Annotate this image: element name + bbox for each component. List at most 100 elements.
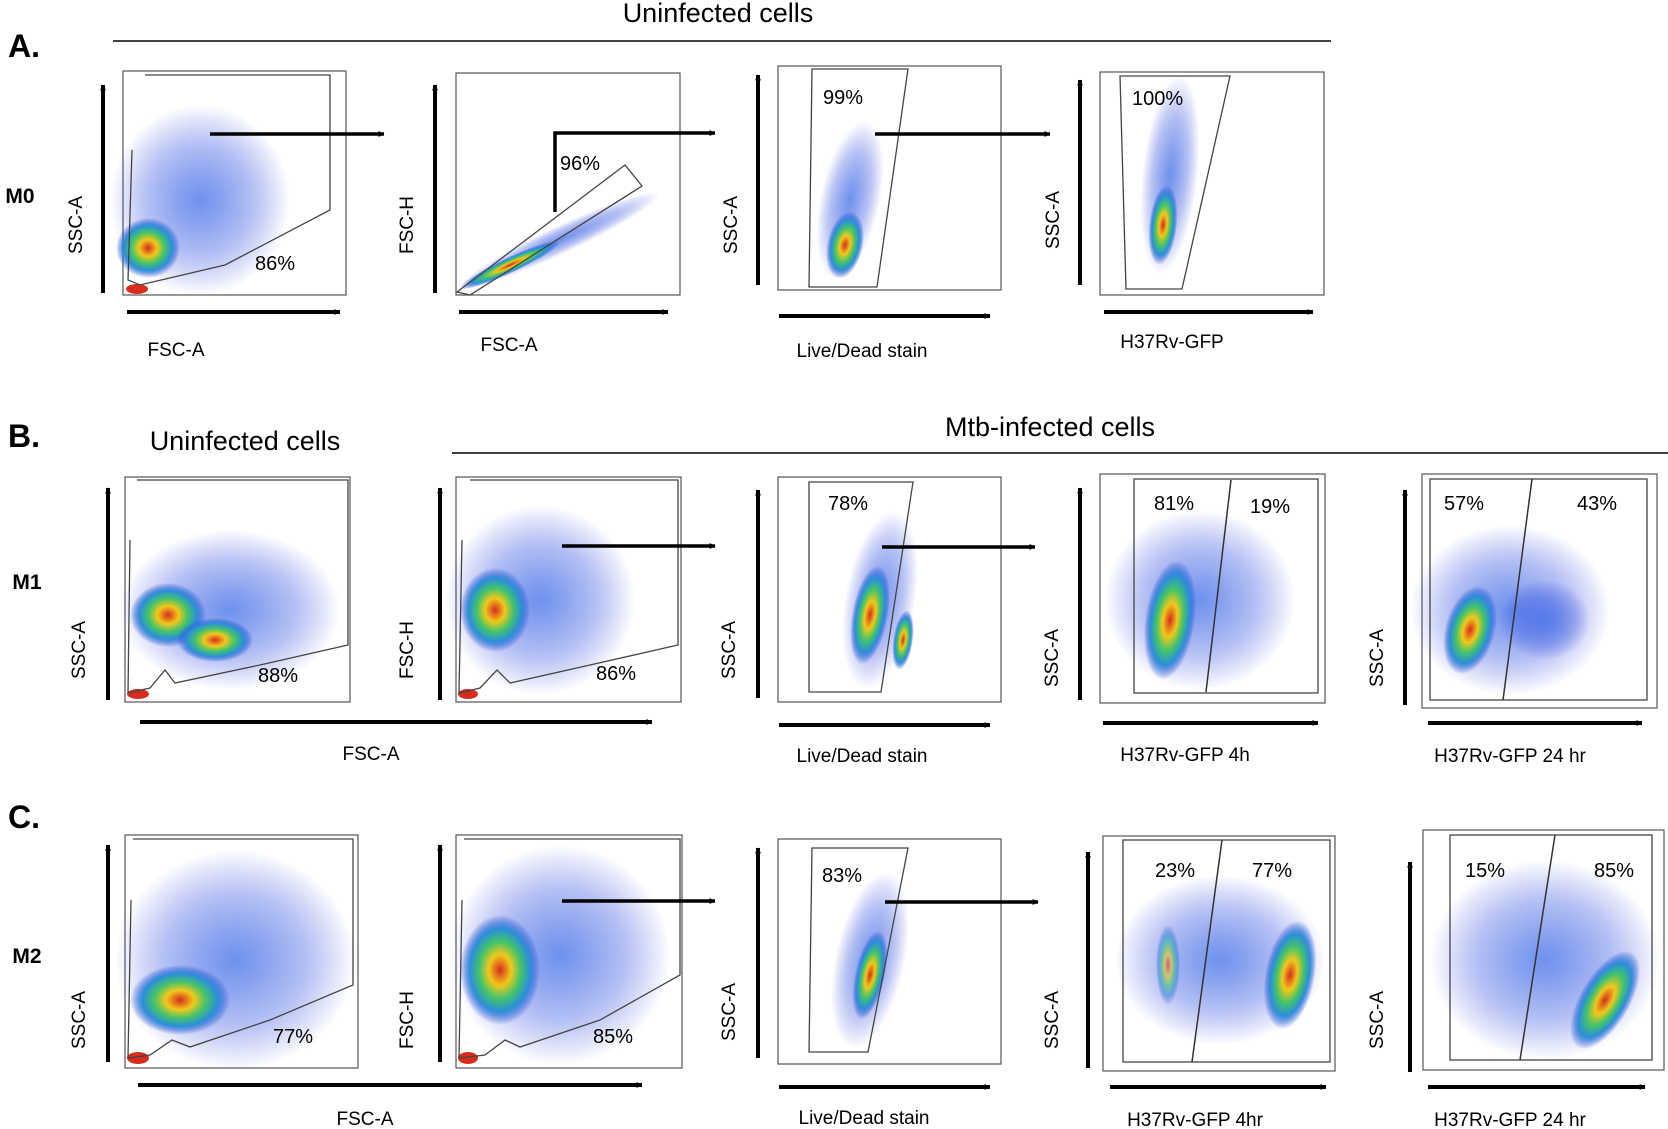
density-hotspot: [460, 240, 560, 290]
plot-c1: SSC-A FSC-A 77%: [69, 834, 643, 1129]
gate-percent-right: 19%: [1250, 496, 1290, 518]
y-axis-title: SSC-A: [69, 621, 90, 679]
section-title-uninfected-b: Uninfected cells: [150, 426, 341, 456]
x-axis-title: FSC-A: [148, 340, 205, 361]
plot-frame: [1102, 835, 1336, 1072]
y-axis-title: SSC-A: [1367, 629, 1388, 687]
y-axis-title: FSC-H: [397, 621, 418, 679]
y-axis-title: SSC-A: [1367, 991, 1388, 1049]
plot-b1: SSC-A FSC-A 88%: [69, 476, 653, 765]
y-axis-title: SSC-A: [1042, 629, 1063, 687]
density-hotspot: [116, 218, 180, 278]
gate-rect: [1122, 839, 1331, 1063]
density-hotspot: [1156, 925, 1180, 1005]
density-hotspot: [130, 965, 230, 1035]
event-cloud: [120, 530, 340, 690]
y-axis-title: SSC-A: [1042, 991, 1063, 1049]
x-axis-title: H37Rv-GFP 4h: [1120, 745, 1250, 766]
gate-polygon: [808, 481, 914, 693]
gate-polygon: [127, 838, 354, 1059]
plot-c4: SSC-A H37Rv-GFP 4hr 23% 77%: [1042, 835, 1336, 1129]
y-axis-title: SSC-A: [69, 991, 90, 1049]
gate-percent: 100%: [1132, 88, 1183, 110]
gate-divider: [1205, 479, 1232, 693]
plot-frame: [1099, 473, 1326, 704]
event-cloud: [115, 850, 355, 1070]
gate-polygon: [127, 74, 331, 286]
debris-cluster: [127, 1052, 149, 1064]
plot-frame: [1099, 71, 1325, 296]
gate-percent: 99%: [823, 87, 863, 109]
density-hotspot: [460, 568, 530, 652]
gate-polygon: [458, 838, 681, 1059]
plot-frame: [1422, 829, 1665, 1071]
plot-frame: [777, 838, 1002, 1065]
y-axis-title: SSC-A: [721, 196, 742, 254]
debris-cluster: [126, 284, 148, 294]
gate-divider: [1519, 834, 1556, 1061]
density-hotspot: [460, 915, 540, 1025]
gate-polygon: [808, 847, 909, 1053]
density-hotspot: [850, 565, 890, 665]
gate-percent-left: 15%: [1465, 860, 1505, 882]
plot-b5: SSC-A H37Rv-GFP 24 hr 57% 43%: [1367, 473, 1658, 767]
gate-rect: [1133, 478, 1319, 694]
plot-c3: SSC-A Live/Dead stain 83%: [719, 838, 1039, 1129]
x-axis-title: H37Rv-GFP 24 hr: [1434, 1110, 1586, 1129]
y-axis-title: SSC-A: [1043, 191, 1064, 249]
gate-percent: 86%: [255, 253, 295, 275]
gate-percent-right: 77%: [1252, 860, 1292, 882]
section-title-infected-b: Mtb-infected cells: [945, 412, 1155, 442]
row-label-m2: M2: [12, 945, 41, 968]
plot-a2: FSC-H FSC-A 96%: [397, 72, 716, 356]
section-title-uninfected-a: Uninfected cells: [623, 0, 814, 28]
plot-b4: SSC-A H37Rv-GFP 4h 81% 19%: [1042, 473, 1326, 766]
gate-percent-right: 43%: [1577, 493, 1617, 515]
density-hotspot: [1143, 560, 1197, 680]
x-axis-title: H37Rv-GFP 4hr: [1127, 1110, 1264, 1129]
x-axis-title: FSC-A: [337, 1109, 394, 1129]
y-axis-title: SSC-A: [66, 196, 87, 254]
plot-frame: [777, 476, 1002, 703]
gate-rect: [1449, 834, 1653, 1061]
gate-polygon: [808, 68, 909, 288]
debris-cluster: [458, 1052, 478, 1064]
density-hotspot: [1570, 950, 1640, 1050]
gate-percent: 83%: [822, 865, 862, 887]
x-axis-title: Live/Dead stain: [799, 1108, 930, 1129]
gate-polygon: [455, 164, 643, 296]
gate-polygon: [1119, 75, 1231, 290]
x-axis-title: FSC-A: [481, 335, 538, 356]
plot-c5: SSC-A H37Rv-GFP 24 hr 15% 85%: [1367, 829, 1665, 1129]
y-axis-title: SSC-A: [719, 983, 740, 1041]
gate-rect: [1429, 478, 1648, 701]
gate-percent: 85%: [593, 1026, 633, 1048]
density-hotspot: [1263, 920, 1317, 1030]
gate-divider: [1502, 478, 1533, 701]
density-hotspot: [1443, 586, 1497, 674]
plot-a4: SSC-A H37Rv-GFP 100%: [1043, 71, 1325, 353]
x-axis-title: Live/Dead stain: [797, 341, 928, 362]
gate-percent: 86%: [596, 663, 636, 685]
gate-percent: 77%: [273, 1026, 313, 1048]
panel-letter-b: B.: [8, 418, 40, 454]
x-axis-title: FSC-A: [343, 744, 400, 765]
density-hotspot: [892, 610, 914, 670]
density-hotspot: [177, 618, 253, 662]
plot-a1: SSC-A FSC-A 86%: [66, 70, 385, 361]
gate-percent: 78%: [828, 493, 868, 515]
gate-divider: [1191, 839, 1223, 1063]
gate-percent-left: 81%: [1154, 493, 1194, 515]
gate-percent-right: 85%: [1594, 860, 1634, 882]
gate-percent-left: 57%: [1444, 493, 1484, 515]
y-axis-title: FSC-H: [397, 196, 418, 254]
gate-polygon: [127, 479, 349, 694]
plot-b3: SSC-A Live/Dead stain 78%: [719, 476, 1036, 767]
density-hotspot: [826, 211, 864, 279]
panel-letter-c: C.: [8, 799, 40, 835]
plot-frame: [455, 72, 681, 296]
gate-percent: 96%: [560, 153, 600, 175]
gate-percent-left: 23%: [1155, 860, 1195, 882]
gate-polygon: [458, 479, 679, 694]
